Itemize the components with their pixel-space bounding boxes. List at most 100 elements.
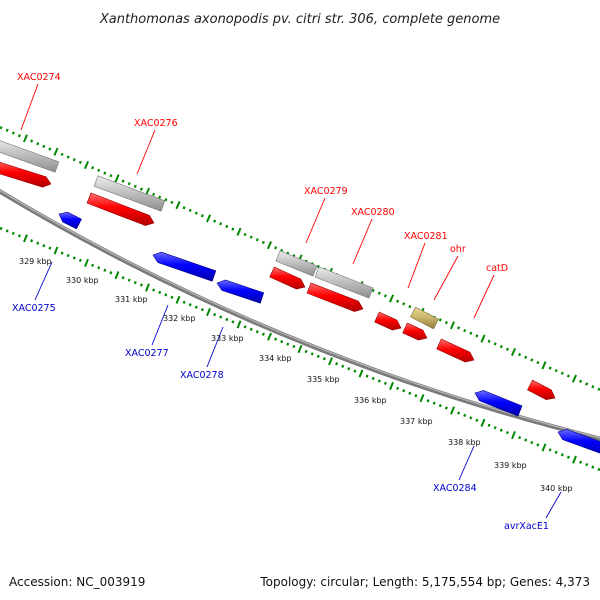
- minor-tick: [225, 224, 229, 229]
- minor-tick: [164, 198, 168, 202]
- minor-tick: [487, 339, 491, 343]
- minor-tick: [42, 144, 46, 149]
- minor-tick: [444, 406, 448, 410]
- inner-tick-ring: [0, 226, 600, 472]
- major-tick: [267, 332, 272, 341]
- minor-tick: [536, 360, 540, 365]
- gene-features: [0, 138, 600, 456]
- major-tick: [571, 374, 578, 383]
- gene-label-xac0284[interactable]: XAC0284: [433, 483, 477, 494]
- gene-xac0284[interactable]: [474, 390, 523, 417]
- minor-tick: [499, 428, 503, 432]
- major-tick: [419, 394, 425, 403]
- gene-xac0281[interactable]: [374, 311, 402, 331]
- major-tick: [205, 214, 212, 223]
- forward-gene-labels: XAC0274 XAC0276 XAC0279 XAC0280 XAC0281 …: [17, 72, 508, 274]
- minor-tick: [396, 299, 400, 303]
- minor-tick: [133, 280, 137, 285]
- minor-tick: [5, 229, 9, 233]
- minor-tick: [78, 160, 82, 165]
- minor-tick: [66, 253, 70, 258]
- gene-label-ohr[interactable]: ohr: [450, 244, 466, 255]
- minor-tick: [597, 387, 600, 391]
- minor-tick: [310, 352, 314, 356]
- gene-label-xac0281[interactable]: XAC0281: [404, 231, 448, 242]
- genome-backbone: [0, 188, 600, 442]
- gene-xac0275[interactable]: [58, 211, 82, 230]
- gene-label-xac0274[interactable]: XAC0274: [17, 72, 61, 83]
- minor-tick: [103, 171, 107, 175]
- genome-backbone-highlight: [0, 189, 600, 439]
- minor-tick: [200, 307, 204, 312]
- minor-tick: [243, 232, 247, 237]
- major-tick: [83, 160, 90, 170]
- minor-tick: [524, 438, 528, 442]
- gene-label-xac0277[interactable]: XAC0277: [125, 348, 169, 359]
- gene-xac0278[interactable]: [216, 279, 265, 304]
- gene-xac0274[interactable]: [0, 160, 52, 188]
- minor-tick: [36, 241, 40, 245]
- gene-xac0280-pseudo[interactable]: [314, 266, 374, 299]
- minor-tick: [30, 239, 34, 243]
- minor-tick: [353, 369, 357, 373]
- minor-tick: [493, 342, 497, 346]
- gene-label-xac0279[interactable]: XAC0279: [304, 186, 348, 197]
- minor-tick: [560, 371, 564, 375]
- gene-ohr-rna[interactable]: [410, 306, 439, 330]
- minor-tick: [579, 379, 583, 383]
- minor-tick: [194, 305, 198, 309]
- major-tick: [358, 369, 364, 378]
- minor-tick: [402, 302, 406, 306]
- major-tick: [480, 418, 486, 427]
- gene-xac0280[interactable]: [306, 282, 364, 312]
- minor-tick: [579, 460, 583, 464]
- gene-xac0277[interactable]: [152, 251, 217, 282]
- minor-tick: [78, 258, 82, 263]
- leader-xac0278: [206, 326, 224, 368]
- gene-label-avrxace1[interactable]: avrXacE1: [504, 521, 549, 532]
- gene-catd[interactable]: [436, 338, 475, 363]
- gene-label-xac0275[interactable]: XAC0275: [12, 303, 56, 314]
- minor-tick: [518, 435, 522, 440]
- major-tick: [572, 455, 577, 464]
- gene-xac0274-pseudo[interactable]: [0, 138, 60, 173]
- minor-tick: [566, 374, 570, 378]
- minor-tick: [365, 374, 369, 378]
- scale-label-332: 332 kbp: [163, 314, 196, 323]
- gene-ohr[interactable]: [402, 322, 428, 341]
- outer-tick-ring: [0, 126, 600, 391]
- minor-tick: [304, 349, 308, 354]
- gene-label-xac0276[interactable]: XAC0276: [134, 118, 178, 129]
- leader-xac0281: [407, 242, 426, 289]
- minor-tick: [213, 312, 217, 317]
- minor-tick: [585, 462, 589, 467]
- minor-tick: [91, 263, 95, 268]
- minor-tick: [127, 278, 131, 282]
- minor-tick: [560, 453, 564, 457]
- minor-tick: [322, 357, 326, 361]
- minor-tick: [444, 320, 448, 325]
- gene-label-xac0280[interactable]: XAC0280: [351, 207, 395, 218]
- scale-label-329: 329 kbp: [19, 257, 52, 266]
- minor-tick: [60, 152, 64, 157]
- major-tick: [297, 344, 303, 354]
- gene-xac0279-pseudo[interactable]: [275, 250, 318, 277]
- gene-xac0276[interactable]: [86, 192, 155, 226]
- major-tick: [450, 406, 455, 415]
- gene-xac0285[interactable]: [527, 379, 556, 401]
- major-tick: [449, 321, 456, 330]
- minor-tick: [426, 399, 430, 403]
- gene-label-catd[interactable]: catD: [486, 263, 508, 274]
- major-tick: [114, 174, 120, 183]
- gene-avrxace1[interactable]: [557, 428, 600, 456]
- minor-tick: [164, 293, 168, 297]
- minor-tick: [243, 325, 247, 329]
- minor-tick: [261, 332, 265, 336]
- gene-xac0279[interactable]: [269, 266, 306, 290]
- gene-label-xac0278[interactable]: XAC0278: [180, 370, 224, 381]
- scale-label-335: 335 kbp: [307, 375, 340, 384]
- gene-xac0276-pseudo[interactable]: [93, 175, 166, 212]
- minor-tick: [347, 367, 351, 371]
- minor-tick: [158, 290, 162, 295]
- minor-tick: [524, 355, 528, 359]
